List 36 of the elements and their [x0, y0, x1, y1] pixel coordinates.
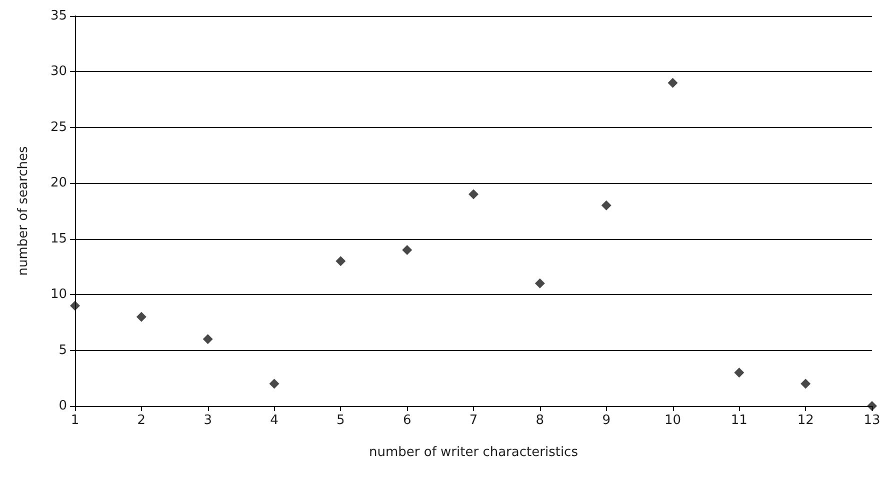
point	[402, 245, 412, 255]
point	[336, 256, 346, 266]
point	[867, 401, 877, 411]
point	[136, 312, 146, 322]
point	[734, 368, 744, 378]
y-tick-label: 20	[50, 176, 67, 191]
x-tick-label: 13	[864, 413, 880, 428]
x-tick-label: 5	[336, 413, 345, 428]
y-tick-label: 25	[50, 120, 67, 135]
x-tick-label: 10	[664, 413, 682, 428]
y-tick-label: 30	[50, 64, 67, 80]
point	[534, 278, 545, 288]
x-tick-label: 12	[797, 413, 814, 428]
x-tick-label: 6	[402, 413, 412, 428]
x-tick-label: 8	[536, 413, 544, 428]
point	[601, 200, 612, 210]
point	[668, 78, 678, 88]
point	[800, 378, 811, 389]
x-tick-label: 3	[204, 413, 212, 428]
y-tick-label: 15	[50, 231, 67, 246]
y-tick-label: 35	[50, 8, 67, 24]
y-tick-label: 5	[58, 342, 67, 358]
x-tick-label: 7	[469, 413, 478, 428]
x-tick-label: 1	[70, 413, 80, 428]
x-axis-title: number of writer characteristics	[369, 445, 578, 460]
point	[269, 378, 280, 389]
y-tick-label: 0	[58, 398, 67, 414]
x-tick-label: 9	[602, 413, 610, 428]
point	[70, 300, 80, 311]
point	[468, 189, 478, 200]
y-axis-title: number of searches	[16, 146, 31, 276]
x-tick-label: 4	[270, 413, 278, 428]
x-tick-label: 11	[730, 413, 748, 428]
x-tick-label: 2	[137, 413, 146, 428]
point	[202, 334, 213, 344]
y-tick-label: 10	[50, 287, 67, 302]
